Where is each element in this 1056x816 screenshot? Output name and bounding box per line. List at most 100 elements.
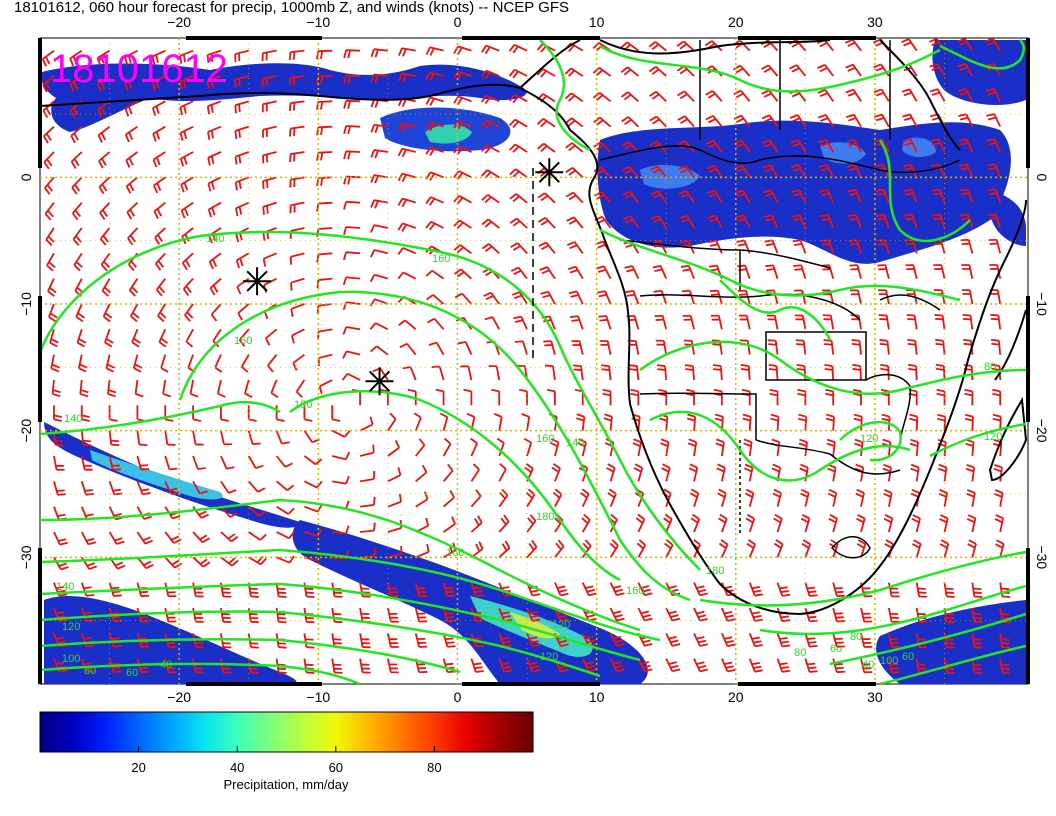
wind-barb [359,416,374,432]
wind-barb [765,264,779,279]
contour-label: 100 [62,653,80,665]
wind-barb [791,214,807,229]
wind-barb [772,488,782,507]
wind-barb [206,100,222,115]
contour-label: 120 [984,431,1002,443]
wind-barb [938,463,948,482]
wind-barb [508,43,528,54]
wind-barb [207,151,222,166]
colorbar: 20 40 60 80 Precipitation, mm/day [39,711,534,792]
wind-barb [108,455,121,471]
wind-barb [463,388,473,406]
wind-barb [387,439,400,457]
country-border [639,293,861,321]
wind-barb [247,430,261,446]
wind-barb [748,658,763,673]
wind-barb [425,121,444,132]
wind-barb [538,216,556,229]
wind-barb [733,89,751,102]
contour-label: 60 [126,667,138,679]
wind-barb [152,151,166,168]
wind-barb [609,539,619,558]
wind-barb [990,338,1002,355]
wind-barb [656,364,668,381]
wind-barb [49,329,59,348]
wind-barb [850,289,862,305]
wind-barb [712,364,723,381]
wind-barb [943,633,955,649]
wind-barb [860,607,873,623]
wind-barb [220,607,232,624]
wind-barb [620,91,639,103]
wind-barb [824,363,835,381]
wind-barb [929,88,946,102]
wind-barb [470,515,483,533]
contour-line [639,340,1027,395]
wind-barb [276,555,295,564]
wind-barb [609,658,625,673]
wind-barb [693,658,708,673]
wind-barb [790,139,807,153]
wind-barb [262,252,277,267]
wind-barb [359,633,371,649]
wind-barb [761,89,779,102]
country-border [639,392,757,440]
wind-barb [97,75,111,92]
wind-barb [343,99,361,109]
wind-barb [130,303,140,323]
wind-barb [509,193,528,204]
lat-tick-label-right: −10 [1034,292,1050,316]
wind-barb [606,463,616,482]
wind-barb [160,354,169,373]
wind-barb [820,239,835,254]
wind-barb [428,341,445,356]
wind-barb [526,632,541,648]
wind-barb [80,481,95,496]
wind-barb [131,328,141,348]
wind-barb [76,329,87,348]
wind-barb [481,119,500,130]
precip-area [597,120,1011,264]
wind-barb [907,338,918,355]
wind-barb [237,303,250,321]
wind-barb [761,114,779,128]
wind-barb [157,303,167,323]
wind-barb [581,658,597,673]
wind-barb [718,539,729,558]
wind-barb [234,49,249,63]
wind-barb [773,513,783,533]
wind-barb [958,138,974,153]
wind-barb [536,68,556,78]
wind-barb [481,243,500,254]
contour-line [178,290,691,602]
wind-barb [799,463,809,482]
wind-barb [817,88,834,102]
wind-barb [342,276,361,286]
wind-barb [343,125,361,135]
wind-barb [845,88,862,102]
wind-barb [827,488,838,507]
axis-tick-labels: −20 −20 −10 −10 0 0 10 10 20 20 30 30 0 0 −10 −10 −20 −20… [18,14,1050,705]
wind-barb [678,190,695,204]
wind-barb [509,168,528,179]
wind-barb [184,303,194,322]
wind-barb [716,463,726,482]
wind-barb [793,264,807,279]
precip-core [90,450,223,500]
wind-barb [601,364,612,381]
wind-barb [425,220,444,231]
wind-barb [748,607,763,622]
country-border [599,145,961,174]
wind-barb [622,190,640,204]
wind-barb [498,540,511,558]
wind-barb [738,314,751,330]
wind-barb [185,328,194,348]
wind-barb [44,176,55,195]
contour-line [40,400,281,436]
wind-barb [234,100,249,114]
wind-barb [971,658,983,674]
wind-barb [967,539,977,558]
contour-label: 80 [984,361,996,373]
wind-barb [684,364,695,381]
wind-barb [192,607,204,623]
